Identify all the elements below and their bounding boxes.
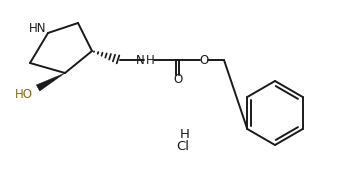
Polygon shape (36, 73, 65, 91)
Text: N: N (136, 53, 145, 66)
Text: H: H (145, 53, 155, 66)
Text: H: H (180, 128, 190, 141)
Text: O: O (199, 53, 208, 66)
Text: Cl: Cl (176, 139, 190, 152)
Text: HN: HN (29, 22, 47, 35)
Text: HO: HO (15, 87, 33, 100)
Text: O: O (173, 73, 183, 86)
